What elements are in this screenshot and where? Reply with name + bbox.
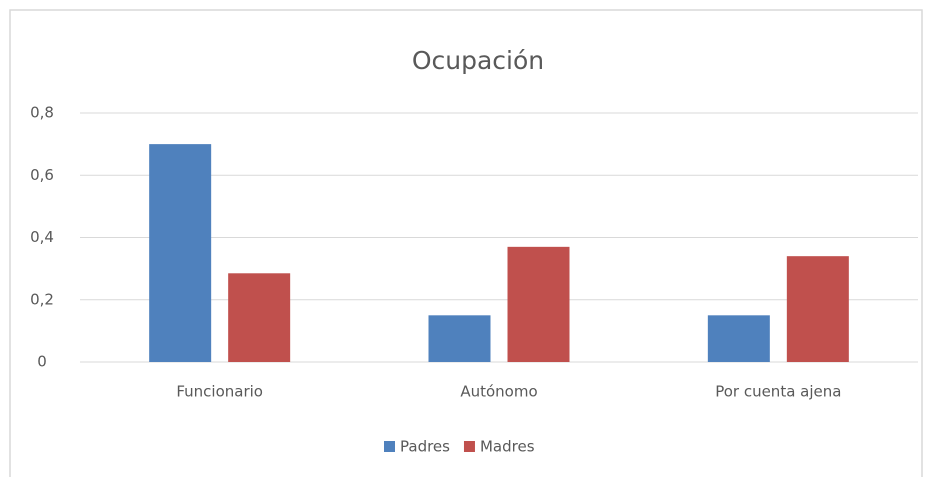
bar (228, 273, 291, 362)
y-tick-label: 0,4 (30, 228, 54, 246)
chart-title: Ocupación (412, 46, 544, 75)
y-tick-label: 0,6 (30, 166, 54, 184)
chart-frame (9, 9, 923, 477)
bar (786, 256, 849, 362)
y-tick-label: 0,8 (30, 104, 54, 122)
bar (707, 315, 770, 362)
x-tick-label: Autónomo (460, 383, 537, 401)
bar (507, 246, 570, 362)
legend-swatch (384, 441, 395, 452)
legend-label: Madres (480, 438, 535, 456)
bar (149, 144, 212, 362)
bar (428, 315, 491, 362)
y-tick-label: 0,2 (30, 290, 54, 308)
x-tick-label: Funcionario (176, 383, 263, 401)
legend-swatch (463, 441, 475, 452)
legend-label: Padres (400, 438, 450, 456)
x-tick-label: Por cuenta ajena (715, 383, 841, 401)
y-tick-label: 0 (37, 353, 47, 371)
